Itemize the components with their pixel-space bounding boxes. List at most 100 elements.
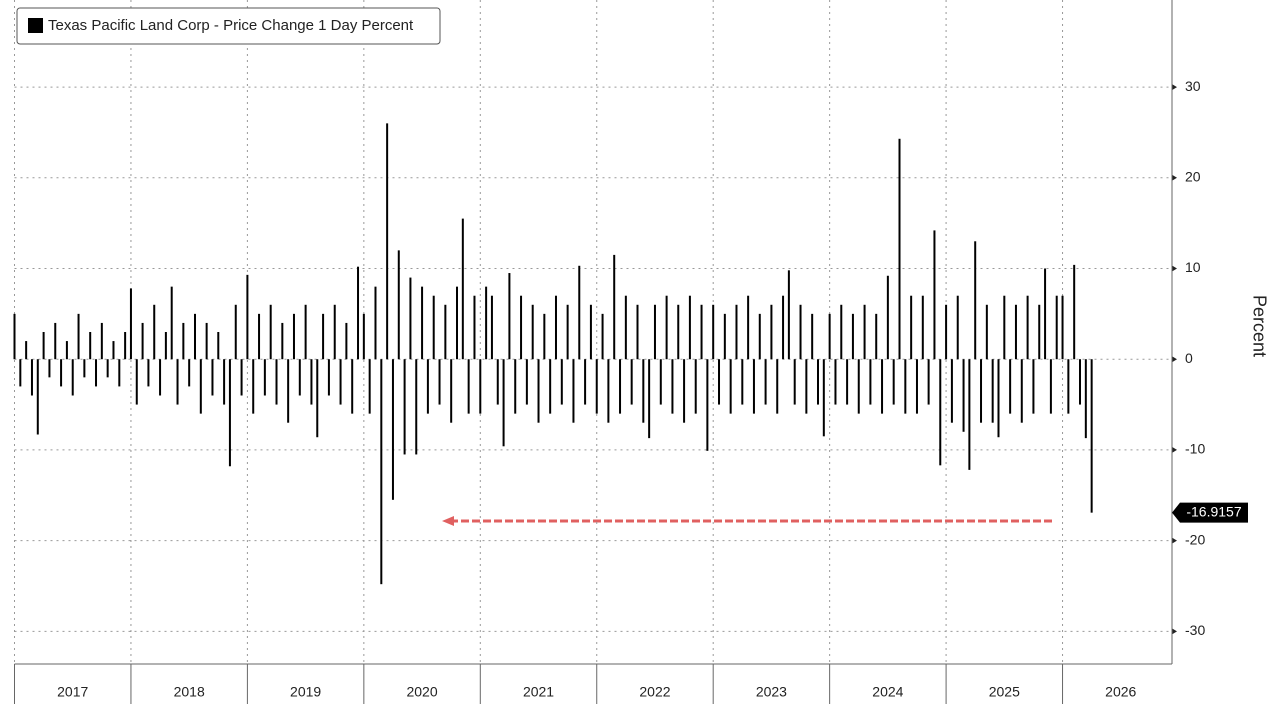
- bar: [700, 304, 703, 360]
- y-tick: [1172, 174, 1177, 181]
- bar: [339, 359, 342, 405]
- bar: [1067, 359, 1070, 414]
- bar: [391, 359, 394, 500]
- bar: [869, 359, 872, 405]
- bar: [863, 304, 866, 360]
- bar: [956, 295, 959, 360]
- bar: [968, 359, 971, 470]
- bar: [141, 322, 144, 360]
- bar: [537, 359, 540, 423]
- bar: [345, 322, 348, 360]
- bar: [223, 359, 226, 405]
- y-tick: [1172, 446, 1177, 453]
- bar: [560, 359, 563, 405]
- bar: [1032, 359, 1035, 414]
- bar: [438, 359, 441, 405]
- bar: [36, 359, 39, 435]
- bar: [397, 250, 400, 360]
- bar: [30, 359, 33, 396]
- bar: [211, 359, 214, 396]
- y-tick: [1172, 356, 1177, 363]
- bar: [333, 304, 336, 360]
- bar: [589, 304, 592, 360]
- bar: [199, 359, 202, 414]
- bar: [910, 295, 913, 360]
- bar: [48, 359, 51, 378]
- bar: [298, 359, 301, 396]
- bar: [799, 304, 802, 360]
- bar: [787, 270, 790, 360]
- bar: [508, 273, 511, 360]
- bar: [310, 359, 313, 405]
- bar: [595, 359, 598, 414]
- bar: [374, 286, 377, 360]
- legend: Texas Pacific Land Corp - Price Change 1…: [16, 7, 441, 45]
- legend-label: Texas Pacific Land Corp - Price Change 1…: [48, 17, 414, 34]
- bar: [706, 359, 709, 451]
- bar: [1061, 295, 1064, 360]
- x-tick-label: 2021: [523, 684, 554, 700]
- bar: [898, 138, 901, 360]
- bar: [1003, 295, 1006, 360]
- bar: [834, 359, 837, 405]
- bar: [1009, 359, 1012, 414]
- bar: [729, 359, 732, 414]
- bar: [193, 313, 196, 360]
- bar: [228, 359, 231, 467]
- bar: [933, 230, 936, 360]
- bar: [316, 359, 319, 438]
- bar: [479, 359, 482, 414]
- bar: [71, 359, 74, 396]
- bar: [659, 359, 662, 405]
- bar: [65, 341, 68, 360]
- bar: [357, 266, 360, 360]
- bar: [566, 304, 569, 360]
- y-tick: [1172, 84, 1177, 91]
- legend-box: [16, 7, 441, 45]
- x-tick-label: 2026: [1105, 684, 1136, 700]
- bar: [1084, 359, 1087, 439]
- bar: [764, 359, 767, 405]
- bar: [106, 359, 109, 378]
- bar: [921, 295, 924, 360]
- bar: [770, 304, 773, 360]
- bar: [671, 359, 674, 414]
- bar: [118, 359, 121, 387]
- bar: [904, 359, 907, 414]
- bar: [554, 295, 557, 360]
- bar: [164, 332, 167, 360]
- y-axis-label: Percent: [1249, 295, 1269, 357]
- bar: [135, 359, 138, 405]
- bar: [892, 359, 895, 405]
- x-tick-label: 2025: [989, 684, 1020, 700]
- bar: [403, 359, 406, 455]
- bar: [473, 295, 476, 360]
- bar: [83, 359, 86, 378]
- bar: [531, 304, 534, 360]
- bar: [496, 359, 499, 405]
- bar: [263, 359, 266, 396]
- bar: [234, 304, 237, 360]
- y-tick-label: 20: [1185, 168, 1201, 184]
- bar: [950, 359, 953, 423]
- bar: [886, 275, 889, 360]
- bar: [258, 313, 261, 360]
- bar: [409, 277, 412, 360]
- bar: [426, 359, 429, 414]
- bar: [811, 313, 814, 360]
- x-tick-label: 2022: [639, 684, 670, 700]
- bar: [718, 359, 721, 405]
- x-tick-label: 2020: [406, 684, 437, 700]
- bar: [25, 341, 28, 360]
- bar: [292, 313, 295, 360]
- bar: [782, 295, 785, 360]
- bar: [188, 359, 191, 387]
- bar: [881, 359, 884, 414]
- bar: [572, 359, 575, 423]
- bar: [974, 241, 977, 360]
- bar: [13, 313, 16, 360]
- bar: [1014, 304, 1017, 360]
- bar: [985, 304, 988, 360]
- bar: [275, 359, 278, 405]
- bar: [415, 359, 418, 455]
